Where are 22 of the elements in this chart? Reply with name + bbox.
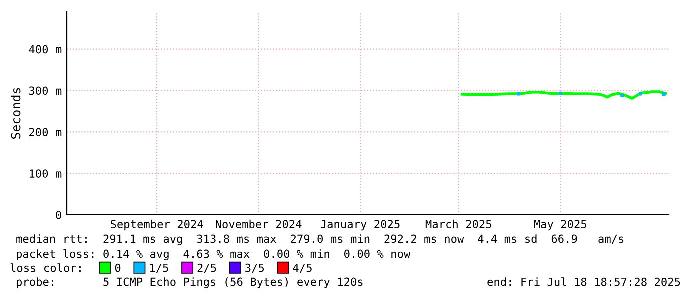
legend-label: 3/5 <box>246 264 264 274</box>
x-tick-label: November 2024 <box>216 220 302 229</box>
legend-label: 1/5 <box>150 264 168 274</box>
legend-label: 2/5 <box>198 264 216 274</box>
y-axis-title: Seconds <box>11 88 21 139</box>
text: end: Fri Jul 18 18:57:28 2025 <box>488 278 680 286</box>
y-tick-label: 400 m <box>29 45 62 54</box>
legend-label: 4/5 <box>293 264 312 274</box>
text: median rtt: 291.1 ms avg 313.8 ms max 279.0 ms min 292.2 ms now 4.4 ms sd 66.9 am/s <box>16 234 624 246</box>
x-tick-label: May 2025 <box>534 220 586 231</box>
y-tick-label: 200 m <box>30 128 62 137</box>
y-tick-label: 300 m <box>29 86 62 96</box>
text: probe: 5 ICMP Echo Pings (56 Bytes) every 120s <box>17 278 363 288</box>
text: packet loss: 0.14 % avg 4.63 % max 0.00 % min 0.00 % now <box>17 250 411 260</box>
legend-title: loss color: <box>10 264 81 272</box>
x-tick-label: March 2025 <box>426 220 492 229</box>
y-tick-label: 100 m <box>30 170 62 178</box>
line-series <box>460 90 668 100</box>
x-tick-label: September 2024 <box>110 220 204 231</box>
y-tick-label: 0 <box>56 211 62 220</box>
x-tick-label: January 2025 <box>320 220 400 231</box>
legend-label: 0 <box>115 264 121 272</box>
